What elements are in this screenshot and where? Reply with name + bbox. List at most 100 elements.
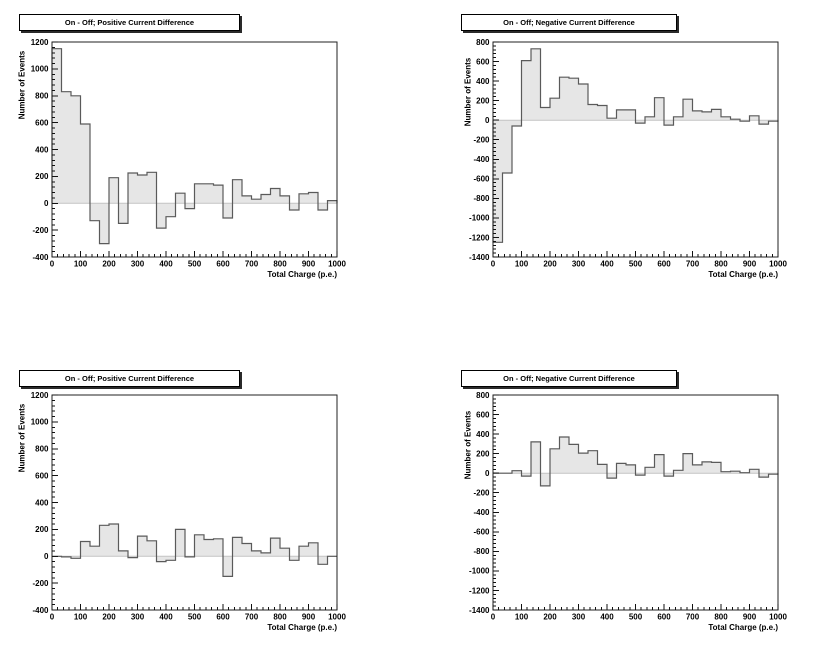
x-tick-label: 500 — [629, 613, 643, 622]
y-tick-label: 800 — [35, 445, 49, 454]
histogram-outline — [51, 48, 338, 245]
x-tick-label: 600 — [657, 613, 671, 622]
x-tick-label: 600 — [216, 260, 230, 269]
y-tick-label: 1000 — [31, 65, 49, 74]
x-tick-label: 500 — [188, 613, 202, 622]
y-axis-ticks — [52, 41, 58, 258]
y-axis-ticks — [52, 394, 58, 611]
y-tick-label: 1000 — [31, 418, 49, 427]
x-tick-label: 300 — [572, 613, 586, 622]
y-axis-title: Number of Events — [463, 57, 473, 127]
x-tick-label: 1000 — [769, 613, 787, 622]
histogram-fill — [493, 48, 778, 243]
plot-title-box: On - Off; Positive Current Difference — [19, 14, 240, 31]
x-tick-label: 800 — [714, 613, 728, 622]
x-axis-title: Total Charge (p.e.) — [267, 623, 337, 632]
y-axis-tick-labels: -400 -200 0 200 400 600 800 1000 1200 — [31, 38, 49, 262]
x-tick-label: 800 — [714, 260, 728, 269]
x-tick-label: 200 — [543, 613, 557, 622]
x-axis-title: Total Charge (p.e.) — [708, 623, 778, 632]
plot-frame — [51, 394, 338, 611]
histogram-outline — [493, 436, 779, 487]
y-axis-title: Number of Events — [17, 50, 27, 120]
y-axis-ticks — [493, 41, 499, 258]
y-tick-label: -600 — [473, 175, 490, 184]
x-tick-label: 0 — [50, 260, 55, 269]
y-tick-label: -1200 — [469, 586, 490, 595]
y-tick-label: -400 — [32, 606, 49, 615]
y-tick-label: 200 — [476, 449, 490, 458]
x-tick-label: 900 — [743, 613, 757, 622]
y-axis-title: Number of Events — [463, 410, 473, 480]
y-axis-tick-labels: -1400 -1200 -1000 -800 -600 -400 -200 0 200 400 60… — [469, 391, 490, 615]
y-tick-label: -200 — [473, 489, 490, 498]
plot-title-box: On - Off; Positive Current Difference — [19, 370, 240, 387]
x-tick-label: 300 — [131, 260, 145, 269]
y-tick-label: 600 — [476, 57, 490, 66]
y-tick-label: 200 — [35, 525, 49, 534]
x-axis-tick-labels: 0 100 200 300 400 500 600 700 800 900 1000 — [50, 260, 347, 269]
x-tick-label: 600 — [216, 613, 230, 622]
y-tick-label: 0 — [485, 469, 490, 478]
x-tick-label: 700 — [245, 260, 259, 269]
histogram-outline — [492, 48, 779, 243]
x-tick-label: 100 — [515, 613, 529, 622]
x-tick-label: 300 — [131, 613, 145, 622]
x-tick-label: 700 — [686, 613, 700, 622]
plot-title: On - Off; Positive Current Difference — [64, 18, 195, 27]
y-tick-label: -1000 — [469, 567, 490, 576]
x-tick-label: 500 — [629, 260, 643, 269]
y-tick-label: 400 — [35, 498, 49, 507]
x-axis-tick-labels: 0 100 200 300 400 500 600 700 800 900 1000 — [491, 613, 788, 622]
y-tick-label: -200 — [473, 136, 490, 145]
x-tick-label: 400 — [159, 260, 173, 269]
plot-title: On - Off; Negative Current Difference — [503, 374, 635, 383]
y-tick-label: 600 — [35, 118, 49, 127]
plot-title: On - Off; Negative Current Difference — [503, 18, 635, 27]
x-tick-label: 300 — [572, 260, 586, 269]
y-tick-label: -1200 — [469, 233, 490, 242]
plot-panel-top-right: 0 100 200 300 400 500 600 700 800 900 1000 -1400 -12… — [415, 0, 830, 300]
x-tick-label: 200 — [543, 260, 557, 269]
y-tick-label: 0 — [485, 116, 490, 125]
x-tick-label: 700 — [245, 613, 259, 622]
y-tick-label: 800 — [35, 92, 49, 101]
plot-panel-bottom-right: 0 100 200 300 400 500 600 700 800 900 1000 -1400 -12… — [415, 353, 830, 653]
y-tick-label: 800 — [476, 38, 490, 47]
x-tick-label: 100 — [515, 260, 529, 269]
y-tick-label: 400 — [476, 77, 490, 86]
histogram-fill — [52, 48, 337, 244]
plot-frame — [492, 394, 779, 611]
x-axis-ticks — [51, 604, 338, 610]
x-tick-label: 900 — [302, 613, 316, 622]
y-tick-label: -1000 — [469, 214, 490, 223]
x-tick-label: 600 — [657, 260, 671, 269]
histogram-canvas-top-left: 0 100 200 300 400 500 600 700 800 900 1000 -400 -200… — [31, 38, 347, 269]
x-tick-label: 0 — [491, 613, 496, 622]
x-tick-label: 500 — [188, 260, 202, 269]
x-tick-label: 0 — [50, 613, 55, 622]
x-axis-ticks — [51, 251, 338, 257]
y-tick-label: -400 — [473, 508, 490, 517]
y-tick-label: 0 — [44, 552, 49, 561]
x-tick-label: 900 — [302, 260, 316, 269]
x-axis-tick-labels: 0 100 200 300 400 500 600 700 800 900 1000 — [50, 613, 347, 622]
x-tick-label: 100 — [74, 260, 88, 269]
y-tick-label: -1400 — [469, 606, 490, 615]
x-tick-label: 200 — [102, 613, 116, 622]
plot-frame — [51, 41, 338, 258]
y-tick-label: -400 — [32, 253, 49, 262]
y-tick-label: 200 — [35, 172, 49, 181]
x-axis-ticks — [492, 604, 779, 610]
y-axis-tick-labels: -1400 -1200 -1000 -800 -600 -400 -200 0 200 400 60… — [469, 38, 490, 262]
x-axis-title: Total Charge (p.e.) — [708, 270, 778, 279]
y-tick-label: -800 — [473, 547, 490, 556]
plot-title-box: On - Off; Negative Current Difference — [461, 370, 677, 387]
histogram-canvas-bottom-right: 0 100 200 300 400 500 600 700 800 900 1000 -1400 -12… — [469, 391, 788, 622]
x-tick-label: 1000 — [328, 613, 346, 622]
y-tick-label: -400 — [473, 155, 490, 164]
x-tick-label: 400 — [600, 613, 614, 622]
y-tick-label: 0 — [44, 199, 49, 208]
plot-title-box: On - Off; Negative Current Difference — [461, 14, 677, 31]
